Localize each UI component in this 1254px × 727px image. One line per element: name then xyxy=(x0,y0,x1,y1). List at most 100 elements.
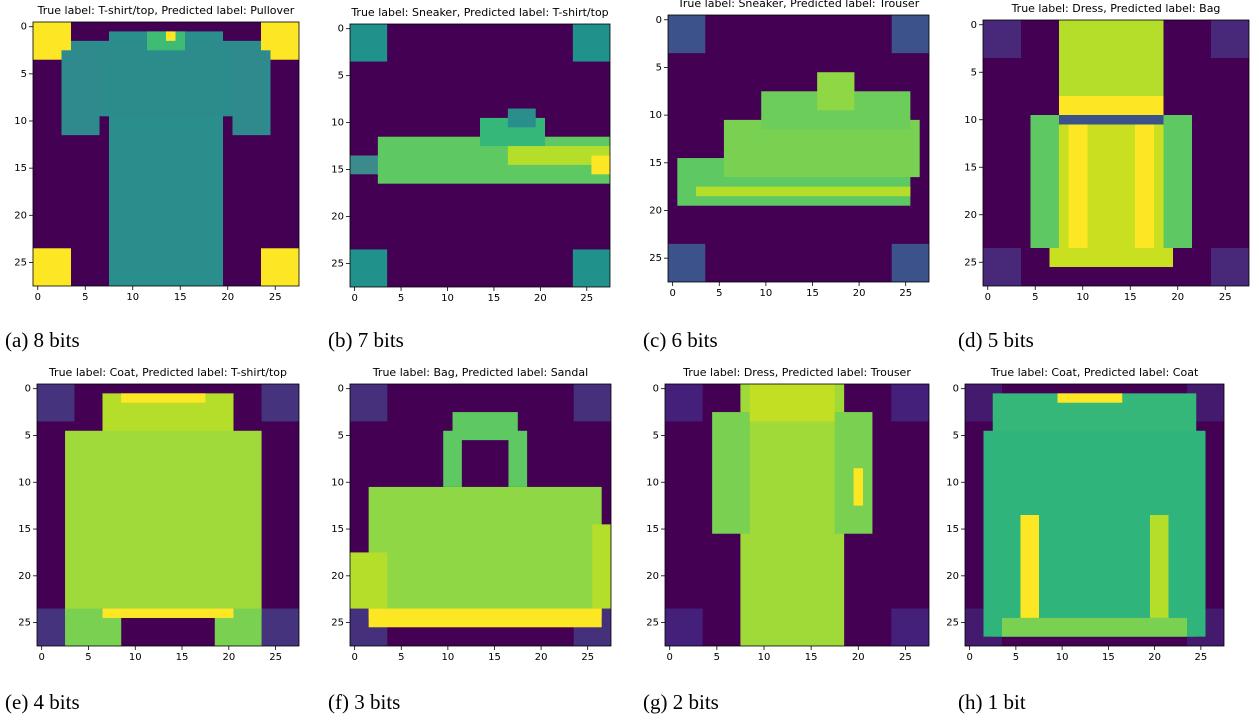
y-tick-label: 15 xyxy=(331,524,344,535)
y-tick-label: 20 xyxy=(964,210,977,221)
x-tick-label: 20 xyxy=(852,652,865,663)
y-tick-label: 20 xyxy=(331,571,344,582)
image-region xyxy=(508,430,528,487)
x-tick-label: 15 xyxy=(176,652,189,663)
x-tick-label: 0 xyxy=(351,293,357,304)
x-tick-label: 10 xyxy=(129,652,142,663)
y-tick-label: 20 xyxy=(18,571,31,582)
panel-caption: (f) 3 bits xyxy=(328,690,400,714)
y-tick-label: 5 xyxy=(653,430,659,441)
x-tick-label: 20 xyxy=(535,652,548,663)
image-region xyxy=(1049,124,1173,267)
panel-caption: (b) 7 bits xyxy=(328,328,404,352)
y-tick-label: 10 xyxy=(646,477,659,488)
y-tick-label: 0 xyxy=(21,22,27,33)
x-tick-label: 0 xyxy=(966,652,972,663)
image-region xyxy=(1211,20,1249,58)
panel-title: True label: Dress, Predicted label: Bag xyxy=(1011,2,1221,15)
y-tick-label: 25 xyxy=(646,618,659,629)
x-tick-label: 25 xyxy=(269,292,282,303)
image-region xyxy=(443,430,462,487)
y-tick-label: 0 xyxy=(338,384,344,395)
x-tick-label: 15 xyxy=(488,652,501,663)
y-tick-label: 5 xyxy=(953,430,959,441)
y-tick-label: 0 xyxy=(656,15,662,26)
image-region xyxy=(665,608,703,646)
image-region xyxy=(507,146,610,165)
image-region xyxy=(1068,124,1088,248)
x-tick-label: 0 xyxy=(667,652,673,663)
x-tick-label: 20 xyxy=(1148,652,1161,663)
image-region xyxy=(1163,115,1192,248)
image-region xyxy=(261,248,299,286)
panel-caption: (e) 4 bits xyxy=(5,690,80,714)
image-region xyxy=(368,608,602,628)
x-tick-label: 0 xyxy=(351,652,357,663)
panel-caption: (h) 1 bit xyxy=(958,690,1026,714)
image-region xyxy=(1057,393,1123,403)
y-tick-label: 25 xyxy=(14,257,27,268)
image-region xyxy=(261,384,299,422)
x-tick-label: 15 xyxy=(1124,292,1137,303)
x-tick-label: 20 xyxy=(853,288,866,299)
image-region xyxy=(350,384,388,422)
image-region xyxy=(572,249,610,287)
image-region xyxy=(983,430,1206,637)
axes-frame xyxy=(982,19,1250,287)
x-tick-label: 15 xyxy=(805,652,818,663)
x-tick-label: 15 xyxy=(1102,652,1115,663)
axes-frame xyxy=(964,383,1225,647)
x-tick-label: 25 xyxy=(269,652,282,663)
x-tick-label: 25 xyxy=(580,293,593,304)
x-tick-label: 5 xyxy=(714,652,720,663)
y-tick-label: 15 xyxy=(946,524,959,535)
x-tick-label: 25 xyxy=(899,652,912,663)
y-tick-label: 5 xyxy=(338,71,344,82)
image-region xyxy=(452,412,518,441)
axes-frame xyxy=(36,383,300,647)
x-tick-label: 20 xyxy=(222,652,235,663)
image-region xyxy=(350,249,388,287)
y-tick-label: 20 xyxy=(331,212,344,223)
y-tick-label: 5 xyxy=(338,430,344,441)
image-region xyxy=(1135,124,1154,248)
image-region xyxy=(1150,515,1169,618)
image-region xyxy=(1002,617,1187,637)
image-region xyxy=(71,40,261,117)
y-tick-label: 10 xyxy=(946,477,959,488)
x-tick-label: 0 xyxy=(38,652,44,663)
image-region xyxy=(65,430,262,618)
image-region xyxy=(1020,515,1039,618)
image-region xyxy=(740,384,845,646)
y-tick-label: 0 xyxy=(953,384,959,395)
axes-frame xyxy=(349,383,612,647)
image-region xyxy=(368,486,602,618)
panel-caption: (d) 5 bits xyxy=(958,328,1034,352)
image-region xyxy=(61,50,100,136)
image-region xyxy=(261,608,299,646)
panel-caption: (c) 6 bits xyxy=(643,328,718,352)
x-tick-label: 10 xyxy=(442,652,455,663)
image-region xyxy=(817,72,855,111)
y-tick-label: 20 xyxy=(646,571,659,582)
y-tick-label: 15 xyxy=(964,162,977,173)
image-region xyxy=(592,524,611,609)
panel-title: True label: Coat, Predicted label: T-shi… xyxy=(48,366,287,379)
x-tick-label: 5 xyxy=(398,652,404,663)
y-tick-label: 15 xyxy=(649,158,662,169)
y-tick-label: 25 xyxy=(649,253,662,264)
axes-frame xyxy=(664,383,930,647)
image-region xyxy=(853,468,863,506)
image-region xyxy=(37,384,75,422)
x-tick-label: 5 xyxy=(85,652,91,663)
y-tick-label: 0 xyxy=(971,20,977,31)
image-region xyxy=(983,248,1021,286)
image-region xyxy=(591,155,610,175)
x-tick-label: 20 xyxy=(534,293,547,304)
image-region xyxy=(712,412,750,534)
image-region xyxy=(891,384,929,422)
panel-title: True label: Coat, Predicted label: Coat xyxy=(990,366,1199,379)
x-tick-label: 10 xyxy=(758,652,771,663)
y-tick-label: 10 xyxy=(964,115,977,126)
y-tick-label: 25 xyxy=(964,257,977,268)
